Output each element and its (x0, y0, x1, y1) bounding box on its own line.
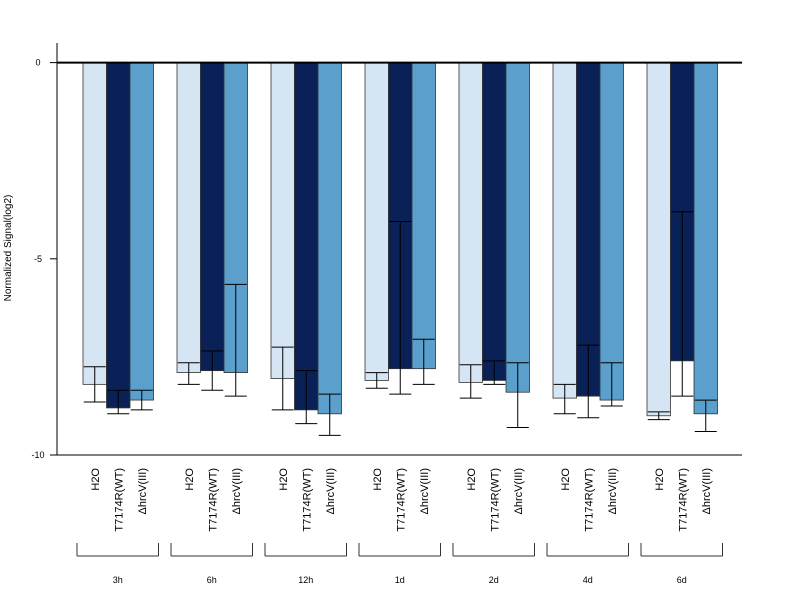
bar-label: H2O (372, 468, 384, 491)
bar (505, 62, 530, 393)
bar (317, 62, 342, 415)
bar (411, 62, 436, 370)
error-bars-layer (57, 61, 742, 436)
group-label: 4d (583, 575, 593, 585)
bar (693, 62, 718, 415)
bar (82, 62, 107, 385)
bar-label: H2O (90, 468, 102, 491)
bar (200, 62, 225, 372)
axes-layer: 0 -5 -10 (31, 43, 742, 460)
bar-label: H2O (278, 468, 290, 491)
bar-label: ΔhrcV(III) (419, 468, 431, 514)
bar-label: H2O (466, 468, 478, 491)
y-axis-label: Normalized Signal(log2) (3, 195, 14, 302)
bar (129, 62, 154, 401)
bar-label: T7174R(WT) (395, 468, 407, 532)
bar-label: ΔhrcV(III) (607, 468, 619, 514)
group-label: 1d (395, 575, 405, 585)
bar-label: T7174R(WT) (583, 468, 595, 532)
bar-label: H2O (654, 468, 666, 491)
bar (294, 62, 319, 411)
group-label: 3h (113, 575, 123, 585)
bar-label: ΔhrcV(III) (325, 468, 337, 514)
y-tick-label: -5 (34, 254, 42, 264)
bars-layer (82, 62, 718, 417)
bar (106, 62, 131, 409)
bar (552, 62, 577, 399)
bar-label: H2O (560, 468, 572, 491)
bar-label: ΔhrcV(III) (137, 468, 149, 514)
bar (364, 62, 389, 381)
bar (599, 62, 624, 401)
bar (270, 62, 295, 379)
bar-label: ΔhrcV(III) (231, 468, 243, 514)
bar-label: ΔhrcV(III) (701, 468, 713, 514)
bar-label: H2O (184, 468, 196, 491)
bar-label: T7174R(WT) (301, 468, 313, 532)
group-label: 6d (677, 575, 687, 585)
bar (482, 62, 507, 381)
group-label: 2d (489, 575, 499, 585)
bar-label: T7174R(WT) (489, 468, 501, 532)
bar (646, 62, 671, 417)
group-label: 12h (298, 575, 313, 585)
bar-label: T7174R(WT) (113, 468, 125, 532)
group-label: 6h (207, 575, 217, 585)
y-tick-label: -10 (31, 450, 44, 460)
bar-label: ΔhrcV(III) (513, 468, 525, 514)
labels-layer: H2O T7174R(WT) ΔhrcV(III) 3h H2O T7174R(WT) Δh… (76, 468, 723, 585)
bar (458, 62, 483, 383)
bar-label: T7174R(WT) (207, 468, 219, 532)
bar-label: T7174R(WT) (677, 468, 689, 532)
bar (176, 62, 201, 374)
y-tick-label: 0 (35, 58, 40, 68)
